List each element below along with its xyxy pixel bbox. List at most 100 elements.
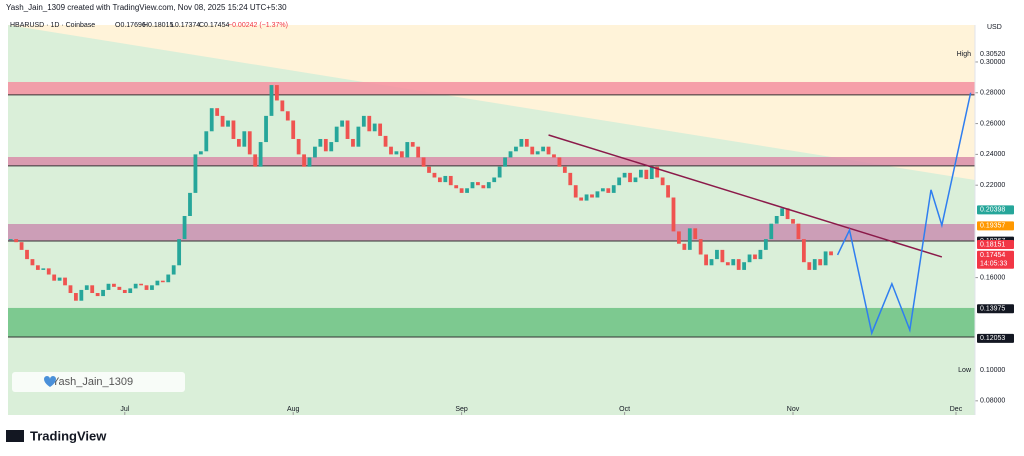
candle bbox=[383, 135, 388, 147]
candle bbox=[579, 197, 584, 201]
y-tick-label: 0.26000 bbox=[980, 120, 1005, 127]
candle bbox=[660, 177, 665, 186]
candle bbox=[769, 223, 774, 240]
candle bbox=[584, 194, 589, 201]
candle bbox=[307, 157, 312, 167]
x-tick-label: Sep bbox=[455, 406, 468, 413]
candle bbox=[275, 85, 279, 101]
candle bbox=[807, 262, 812, 270]
candle bbox=[443, 175, 448, 183]
candle bbox=[8, 239, 13, 241]
candle bbox=[437, 177, 442, 183]
candle bbox=[63, 277, 67, 286]
candle bbox=[671, 197, 676, 232]
price-label: 0.20398 bbox=[980, 207, 1005, 214]
candle bbox=[535, 151, 540, 155]
candle bbox=[46, 268, 51, 275]
price-label-tag: High bbox=[957, 51, 972, 58]
candle bbox=[188, 192, 192, 216]
candle bbox=[258, 142, 263, 167]
candle bbox=[633, 177, 638, 183]
candle bbox=[829, 251, 833, 256]
watermark: Yash_Jain_1309 bbox=[52, 376, 133, 388]
candle bbox=[101, 289, 105, 297]
candle bbox=[405, 142, 410, 158]
candle bbox=[280, 100, 285, 112]
candle bbox=[356, 126, 361, 147]
y-tick-label: 0.16000 bbox=[980, 274, 1005, 281]
trendline bbox=[548, 134, 943, 258]
candle bbox=[617, 177, 622, 186]
brand-logo bbox=[6, 430, 24, 442]
candle bbox=[818, 259, 823, 266]
price-label: 0.30520 bbox=[980, 51, 1005, 58]
candle bbox=[731, 259, 736, 266]
y-tick-label: 0.24000 bbox=[980, 151, 1005, 158]
candle bbox=[709, 259, 714, 266]
candle bbox=[204, 131, 209, 152]
candle bbox=[514, 146, 518, 152]
price-label: 0.13975 bbox=[980, 306, 1005, 313]
candle bbox=[155, 280, 160, 286]
candle bbox=[481, 185, 486, 189]
candle bbox=[144, 285, 149, 290]
price-label: 0.12053 bbox=[980, 335, 1005, 342]
candle bbox=[74, 293, 78, 301]
candle bbox=[291, 120, 296, 139]
candle bbox=[562, 166, 567, 173]
brand: TradingView bbox=[30, 428, 107, 443]
candle bbox=[476, 182, 480, 186]
legend-high: H0.18015 bbox=[143, 22, 173, 29]
candle bbox=[79, 289, 84, 301]
watermark-box bbox=[12, 372, 185, 392]
y-tick-label: 0.30000 bbox=[980, 59, 1005, 66]
candle bbox=[122, 289, 127, 294]
candle bbox=[530, 146, 535, 155]
candle bbox=[220, 115, 225, 127]
price-label-box bbox=[977, 49, 1014, 59]
candle bbox=[774, 215, 779, 224]
candle bbox=[41, 268, 46, 270]
legend-close: C0.17454 bbox=[199, 22, 229, 29]
candle bbox=[704, 254, 708, 266]
candle bbox=[427, 166, 431, 173]
candle bbox=[785, 208, 790, 220]
candle bbox=[25, 249, 29, 260]
candle bbox=[351, 138, 355, 147]
candle bbox=[508, 151, 513, 158]
candle bbox=[389, 146, 393, 155]
candle bbox=[611, 185, 616, 193]
candle bbox=[150, 285, 154, 290]
candle bbox=[736, 259, 741, 270]
candle bbox=[117, 286, 122, 290]
credit: Yash_Jain_1309 created with TradingView.… bbox=[6, 3, 287, 12]
candle bbox=[90, 285, 95, 294]
price-label-box bbox=[977, 304, 1014, 314]
candle bbox=[128, 288, 133, 294]
legend-low: L0.17374 bbox=[171, 22, 200, 29]
candle bbox=[334, 126, 339, 143]
candle bbox=[95, 293, 100, 297]
candle bbox=[546, 146, 551, 155]
zone bbox=[8, 81, 975, 95]
price-label-box bbox=[977, 365, 1014, 375]
candle bbox=[340, 120, 345, 127]
x-tick-label: Jul bbox=[120, 406, 129, 413]
candle bbox=[606, 188, 611, 193]
candle bbox=[285, 111, 290, 121]
projection-path bbox=[836, 92, 972, 336]
candle bbox=[318, 138, 323, 147]
candle bbox=[264, 115, 268, 143]
candle bbox=[198, 151, 203, 155]
candle bbox=[557, 157, 562, 167]
candle bbox=[590, 194, 594, 198]
candle bbox=[655, 166, 660, 178]
candle bbox=[720, 249, 725, 263]
price-label-box bbox=[977, 333, 1014, 343]
candle bbox=[84, 285, 89, 290]
candle bbox=[139, 283, 143, 286]
price-label: 0.18151 bbox=[980, 241, 1005, 248]
candle bbox=[823, 251, 828, 266]
candle bbox=[666, 185, 670, 198]
candle bbox=[791, 219, 795, 224]
